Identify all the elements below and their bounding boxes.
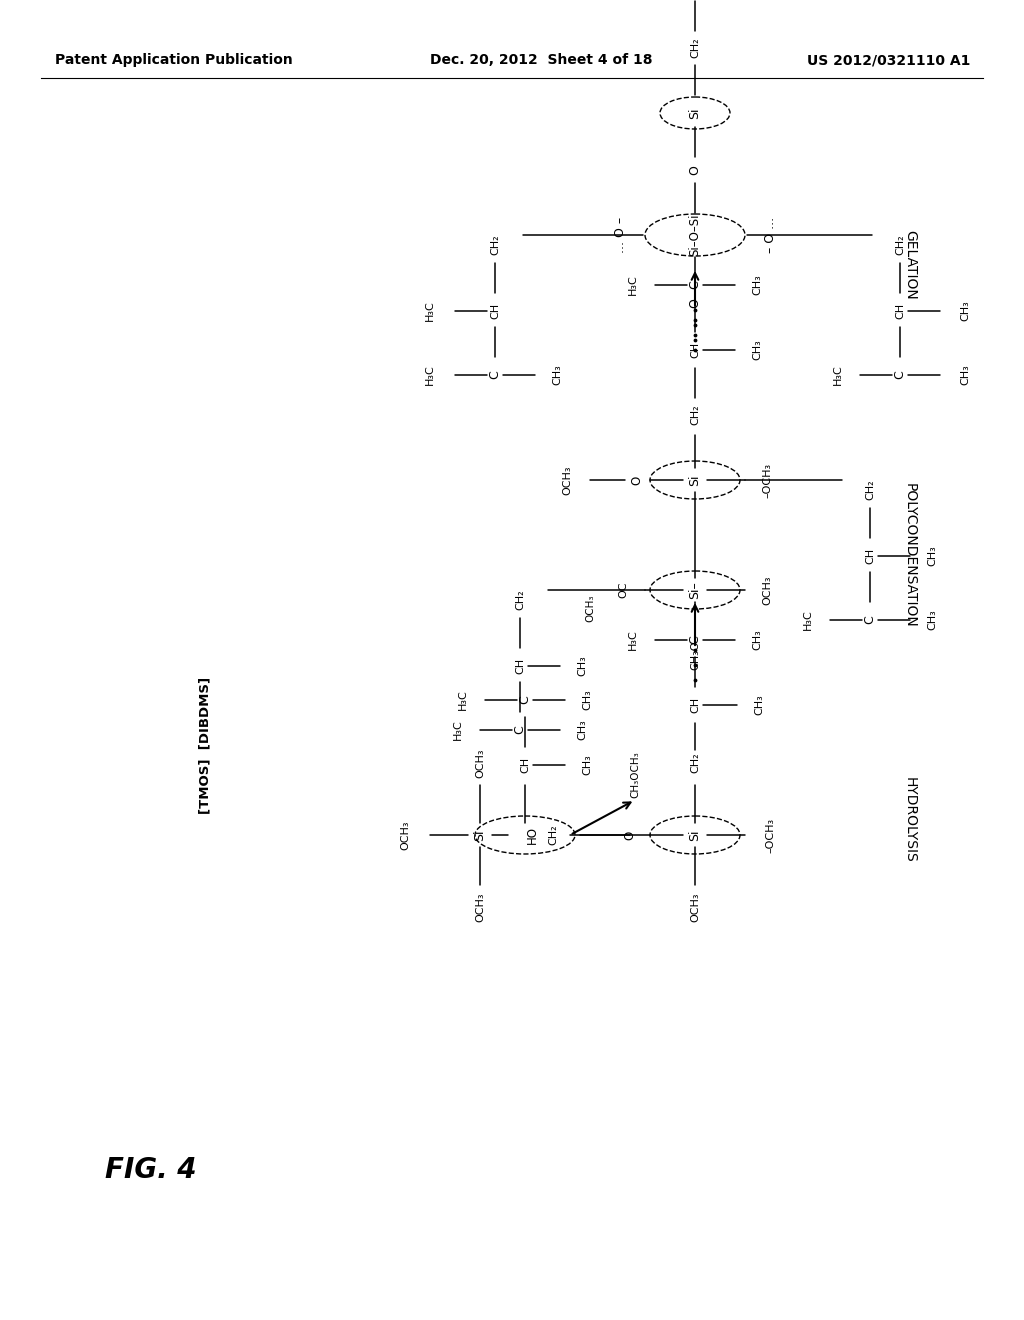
Text: O: O	[688, 298, 701, 308]
Text: CH₂: CH₂	[548, 825, 558, 845]
Text: CH₃: CH₃	[752, 630, 762, 651]
Text: OCH₃: OCH₃	[762, 576, 772, 605]
Text: CH₃OCH₃: CH₃OCH₃	[630, 751, 640, 799]
Text: H₃C: H₃C	[833, 364, 843, 385]
Text: Si–: Si–	[688, 581, 701, 599]
Text: C: C	[863, 615, 877, 624]
Text: CH₃: CH₃	[577, 656, 587, 676]
Text: HYDROLYSIS: HYDROLYSIS	[903, 777, 918, 863]
Text: H₃C: H₃C	[628, 275, 638, 296]
Text: Si: Si	[473, 829, 486, 841]
Text: ... O –: ... O –	[613, 216, 627, 253]
Text: OCH₃: OCH₃	[475, 892, 485, 921]
Text: CH₃: CH₃	[961, 301, 970, 321]
Text: H₃C: H₃C	[458, 689, 468, 710]
Text: GELATION: GELATION	[903, 230, 918, 300]
Text: H₃C: H₃C	[803, 610, 813, 631]
Text: OCH₃: OCH₃	[585, 594, 595, 622]
Text: H₃C: H₃C	[425, 364, 435, 385]
Text: –OCH₃: –OCH₃	[765, 817, 775, 853]
Text: CH₃: CH₃	[961, 364, 970, 385]
Text: OCH₃: OCH₃	[690, 892, 700, 921]
Text: OCH₃: OCH₃	[562, 465, 572, 495]
Text: CH₂: CH₂	[865, 479, 874, 500]
Text: H₃C: H₃C	[628, 630, 638, 651]
Text: C: C	[488, 371, 502, 379]
Text: US 2012/0321110 A1: US 2012/0321110 A1	[807, 53, 970, 67]
Text: C: C	[688, 636, 701, 644]
Text: Si: Si	[688, 474, 701, 486]
Text: C: C	[513, 726, 526, 734]
Text: CH: CH	[520, 756, 530, 774]
Text: H₃C: H₃C	[453, 719, 463, 741]
Text: –OCH₃: –OCH₃	[762, 462, 772, 498]
Text: CH₃: CH₃	[552, 364, 562, 385]
Text: CH₃: CH₃	[582, 755, 592, 775]
Text: CH: CH	[865, 548, 874, 564]
Text: CH₂: CH₂	[515, 590, 525, 610]
Text: OCH₃: OCH₃	[475, 748, 485, 777]
Text: CH₃: CH₃	[577, 719, 587, 741]
Text: CH₃: CH₃	[582, 689, 592, 710]
Text: O: O	[631, 475, 643, 484]
Text: CH₃: CH₃	[927, 545, 937, 566]
Text: OCH₃: OCH₃	[400, 820, 410, 850]
Text: CH₂: CH₂	[690, 38, 700, 58]
Text: CH₃: CH₃	[752, 275, 762, 296]
Text: Dec. 20, 2012  Sheet 4 of 18: Dec. 20, 2012 Sheet 4 of 18	[430, 53, 652, 67]
Text: CH₃: CH₃	[752, 339, 762, 360]
Text: OC: OC	[618, 582, 628, 598]
Text: Si: Si	[688, 829, 701, 841]
Text: CH: CH	[490, 302, 500, 319]
Text: CH₂: CH₂	[490, 235, 500, 255]
Text: HO: HO	[525, 826, 539, 843]
Text: Si: Si	[688, 107, 701, 119]
Text: Si–O–Si: Si–O–Si	[688, 214, 701, 256]
Text: CH: CH	[515, 657, 525, 675]
Text: FIG. 4: FIG. 4	[105, 1156, 197, 1184]
Text: [TMOS]  [DIBDMS]: [TMOS] [DIBDMS]	[199, 676, 212, 813]
Text: C: C	[518, 696, 531, 705]
Text: C: C	[688, 281, 701, 289]
Text: CH: CH	[690, 342, 700, 358]
Text: – O ...: – O ...	[764, 216, 776, 253]
Text: CH₂: CH₂	[690, 752, 700, 774]
Text: CH: CH	[690, 697, 700, 713]
Text: CH: CH	[895, 302, 905, 319]
Text: Patent Application Publication: Patent Application Publication	[55, 53, 293, 67]
Text: O: O	[624, 830, 637, 840]
Text: CH₃: CH₃	[754, 694, 764, 715]
Text: CH₂: CH₂	[690, 405, 700, 425]
Text: CH₂: CH₂	[895, 235, 905, 255]
Text: CH₃O: CH₃O	[690, 640, 700, 669]
Text: O: O	[688, 165, 701, 176]
Text: C: C	[894, 371, 906, 379]
Text: CH₃: CH₃	[927, 610, 937, 631]
Text: POLYCONDENSATION: POLYCONDENSATION	[903, 483, 918, 627]
Text: H₃C: H₃C	[425, 301, 435, 321]
